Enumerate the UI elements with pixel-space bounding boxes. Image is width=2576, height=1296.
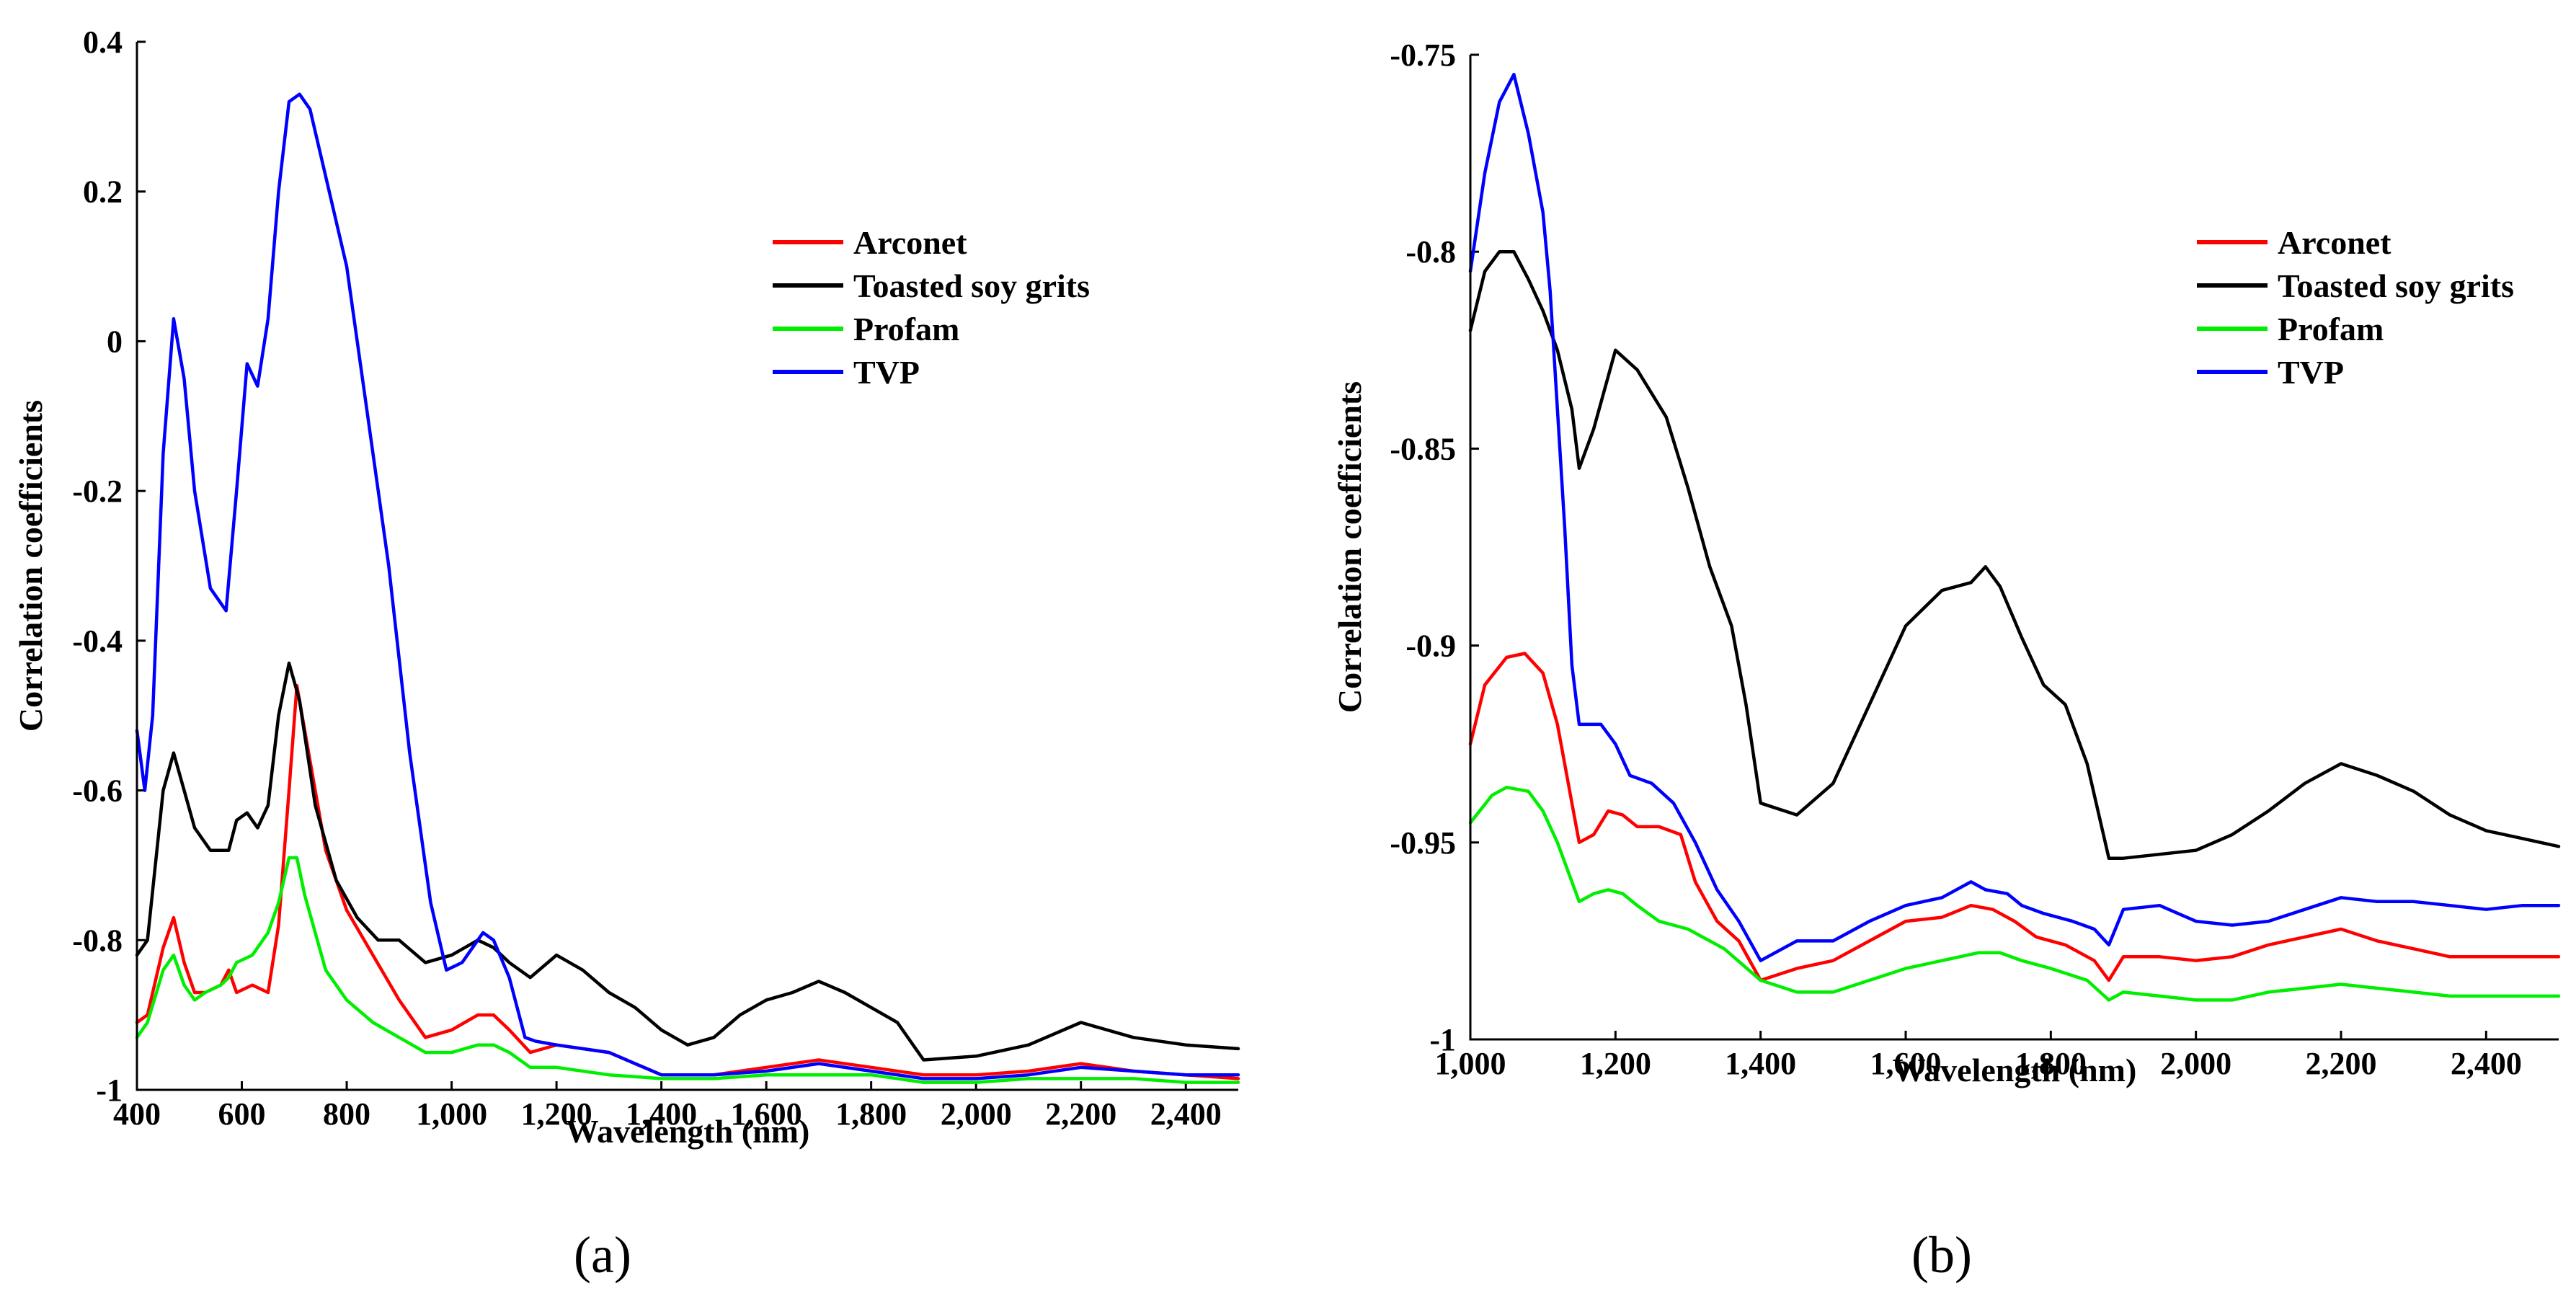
- panel-a-x-tick-label: 1,400: [626, 1096, 697, 1132]
- panel-b-series-profam: [1468, 786, 2561, 1002]
- panel-b-legend-label-toasted-soy-grits: Toasted soy grits: [2278, 267, 2514, 304]
- panel-b-legend: Arconet Toasted soy grits Profam TVP: [2197, 224, 2514, 391]
- panel-b-y-axis-title: Correlation coefficients: [1331, 381, 1368, 713]
- panel-a-chart: 400 600 800 1,000 1,200 1,400 1,600 1,800 2,000 2…: [12, 25, 1240, 1284]
- panel-a-legend-label-toasted-soy-grits: Toasted soy grits: [853, 267, 1090, 304]
- panel-a-y-tick-label: 0: [107, 324, 123, 359]
- panel-b-axis-frame: [1469, 55, 2559, 1041]
- panel-a-x-tick-label: 2,200: [1045, 1096, 1116, 1132]
- panel-a-x-tick-label: 1,000: [416, 1096, 487, 1132]
- panel-a-series-tvp: [135, 92, 1240, 1080]
- panel-a-x-tick-label: 1,800: [835, 1096, 907, 1132]
- panel-b-x-tick-label: 2,200: [2306, 1046, 2377, 1081]
- panel-a-x-tick-label: 2,000: [941, 1096, 1012, 1132]
- panel-b-legend-label-profam: Profam: [2278, 311, 2384, 347]
- panel-a-y-tick-label: -1: [96, 1073, 123, 1108]
- panel-b-x-tick-label: 1,200: [1580, 1046, 1651, 1081]
- panel-a-y-tick-label: -0.8: [72, 923, 123, 958]
- panel-b-series-tvp: [1468, 73, 2561, 962]
- panel-a-y-tick-label: 0.2: [83, 174, 123, 210]
- panel-b-x-tick-label: 2,400: [2451, 1046, 2522, 1081]
- panel-b-label: (b): [1911, 1226, 1972, 1284]
- panel-a-x-tick-label: 400: [113, 1096, 161, 1132]
- panel-b-chart: 1,000 1,200 1,400 1,600 1,800 2,000 2,200 2,400…: [1331, 37, 2561, 1284]
- panel-b-legend-label-tvp: TVP: [2278, 354, 2344, 391]
- panel-b-x-tick-label: 1,600: [1870, 1046, 1942, 1081]
- panel-a-x-tick-label: 2,400: [1150, 1096, 1222, 1132]
- panel-a-label: (a): [574, 1226, 631, 1284]
- panel-b-series-toasted-soy-grits: [1468, 249, 2561, 860]
- panel-a-y-tick-label: -0.2: [72, 474, 123, 509]
- panel-b-y-tick-label: -0.8: [1405, 234, 1456, 270]
- panel-a-x-tick-label: 1,200: [521, 1096, 592, 1132]
- panel-b-y-tick-label: -0.9: [1405, 629, 1456, 664]
- panel-a-y-tick-label: 0.4: [83, 25, 123, 60]
- panel-a-x-tick-label: 800: [323, 1096, 370, 1132]
- panel-a-y-tick-label: -0.6: [72, 773, 123, 809]
- panel-a-legend-label-profam: Profam: [853, 311, 959, 347]
- panel-b-legend-label-arconet: Arconet: [2278, 224, 2391, 261]
- panel-a-x-tick-label: 1,600: [731, 1096, 802, 1132]
- panel-a-legend-label-arconet: Arconet: [853, 224, 967, 261]
- panel-a-y-axis-title: Correlation coefficients: [12, 400, 49, 732]
- panel-b-y-tick-label: -0.85: [1390, 431, 1456, 466]
- panel-b-x-tick-label: 1,000: [1435, 1046, 1506, 1081]
- panel-a-y-tick-label: -0.4: [72, 623, 123, 659]
- panel-a-legend-label-tvp: TVP: [853, 354, 920, 391]
- panel-b-y-tick-label: -0.95: [1390, 825, 1456, 861]
- panel-b-y-tick-label: -0.75: [1390, 37, 1456, 73]
- panel-a-legend: Arconet Toasted soy grits Profam TVP: [773, 224, 1090, 391]
- panel-b-x-tick-label: 1,800: [2015, 1046, 2087, 1081]
- panel-a-x-axis-title: Wavelength (nm): [566, 1113, 810, 1150]
- panel-a-series-profam: [135, 856, 1240, 1084]
- panel-a-x-tick-label: 600: [218, 1096, 266, 1132]
- panel-b-x-tick-label: 2,000: [2160, 1046, 2231, 1081]
- panel-a-axis-frame: [136, 42, 1238, 1091]
- panel-b-x-axis-title: Wavelength (nm): [1893, 1052, 2137, 1088]
- panel-b-y-tick-label: -1: [1429, 1022, 1456, 1057]
- panel-b-x-tick-label: 1,400: [1725, 1046, 1796, 1081]
- panel-a-series-toasted-soy-grits: [135, 661, 1240, 1062]
- panel-b-series-arconet: [1468, 652, 2561, 982]
